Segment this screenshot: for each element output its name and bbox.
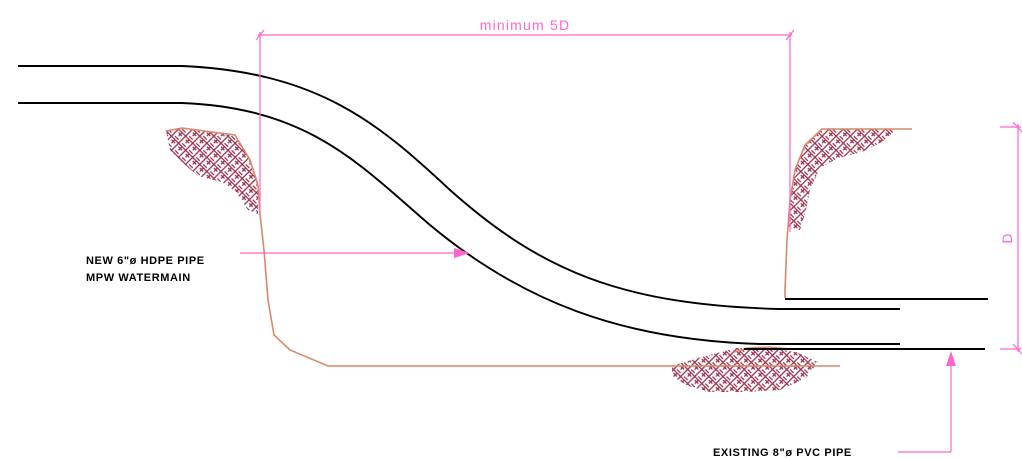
dimension-5d: minimum 5D <box>255 17 795 232</box>
new-pipe-label-line1: NEW 6"ø HDPE PIPE <box>86 255 205 267</box>
new-pipe-leader-arrow <box>454 248 470 258</box>
new-pipe-label-line2: MPW WATERMAIN <box>86 272 191 284</box>
existing-pipe-leader-arrow <box>946 351 956 366</box>
excavation-outline-right <box>784 128 912 298</box>
existing-pipe-callout: EXISTING 8"ø PVC PIPE <box>713 351 956 458</box>
new-hdpe-pipe-bottom-wall <box>18 102 900 345</box>
dimension-d: D <box>999 121 1022 355</box>
soil-hatch-bottom <box>672 348 818 392</box>
dimension-5d-tick-right <box>785 29 795 41</box>
dimension-d-label: D <box>999 232 1015 243</box>
dimension-5d-label: minimum 5D <box>480 17 571 33</box>
dimension-d-tick-top <box>1012 121 1022 133</box>
excavation-outline-bottom-hump <box>733 346 791 353</box>
existing-pipe-label: EXISTING 8"ø PVC PIPE <box>713 447 852 458</box>
soil-hatch-right <box>788 129 897 230</box>
new-hdpe-pipe-top-wall <box>18 65 900 310</box>
dimension-d-tick-bottom <box>1012 343 1022 355</box>
dimension-5d-tick-left <box>255 29 265 41</box>
soil-hatch-left <box>166 128 258 214</box>
new-pipe-callout: NEW 6"ø HDPE PIPE MPW WATERMAIN <box>86 248 470 284</box>
excavation-outline-left <box>165 127 840 367</box>
